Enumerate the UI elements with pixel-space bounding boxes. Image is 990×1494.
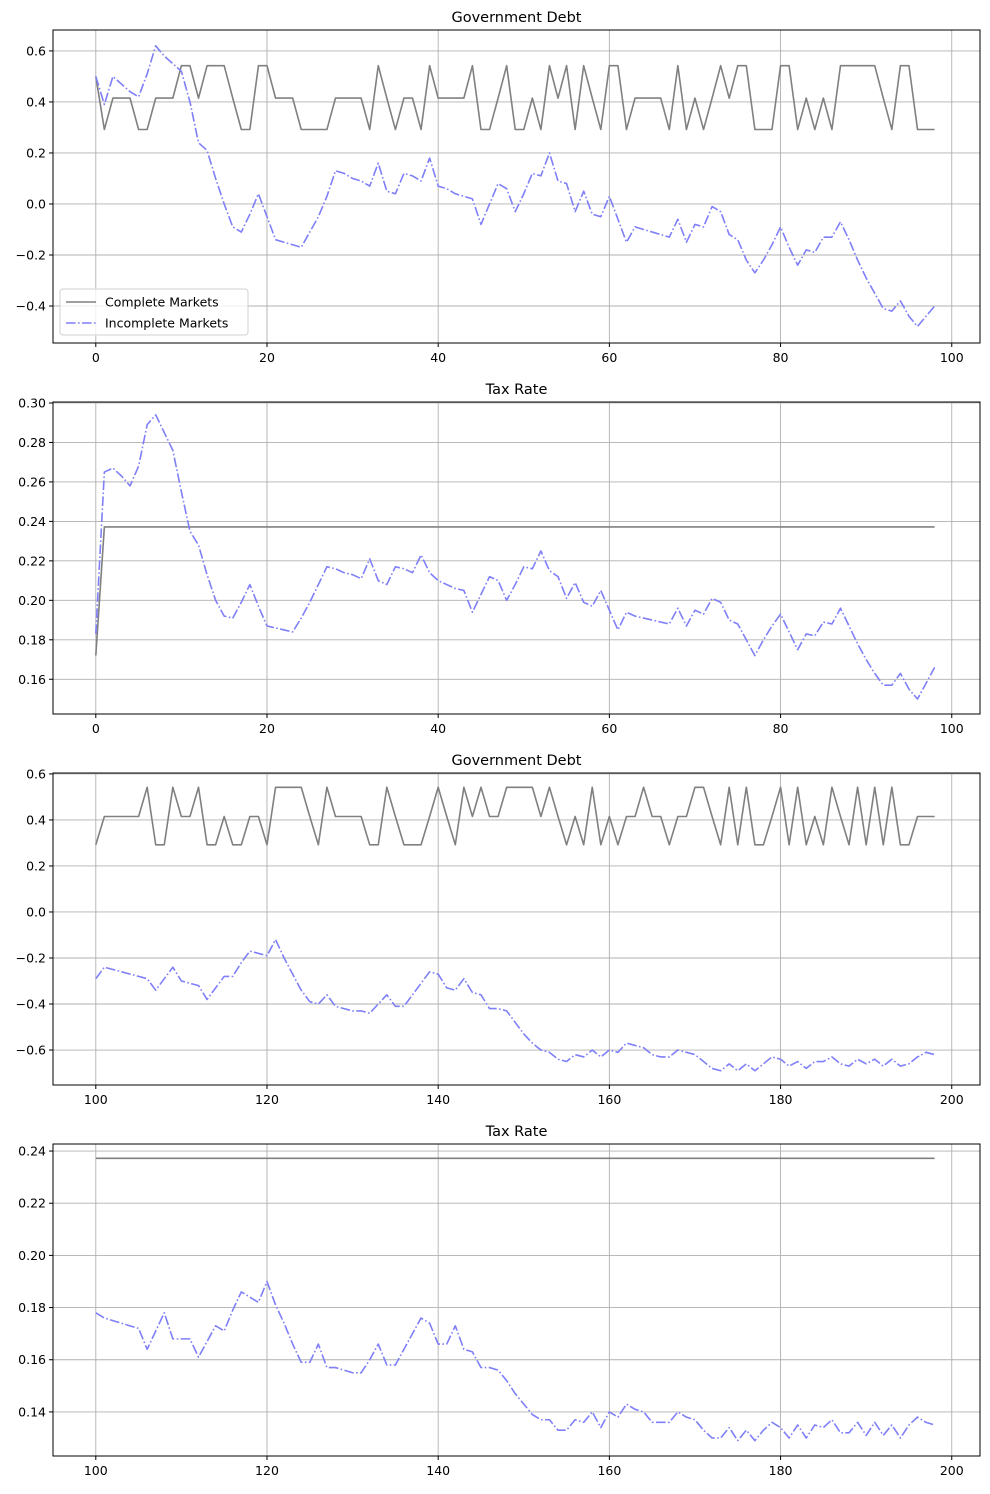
x-tick-label: 0 bbox=[92, 350, 100, 365]
legend-label: Complete Markets bbox=[105, 295, 219, 310]
x-tick-label: 160 bbox=[597, 1092, 621, 1107]
y-tick-label: 0.28 bbox=[18, 435, 46, 450]
x-tick-label: 100 bbox=[940, 350, 964, 365]
chart-title: Tax Rate bbox=[485, 1124, 548, 1140]
x-tick-label: 100 bbox=[84, 1092, 108, 1107]
grid bbox=[53, 1144, 980, 1456]
y-tick-label: 0.0 bbox=[26, 196, 46, 211]
x-tick-label: 180 bbox=[769, 1092, 793, 1107]
grid bbox=[53, 773, 980, 1085]
chart-panel-3: Tax Rate 100 120 140 160 180 200 0.14 0.16 0.18 0.… bbox=[18, 1124, 981, 1478]
complete-markets-line bbox=[95, 786, 935, 846]
x-tick-label: 60 bbox=[601, 350, 617, 365]
x-tick-label: 20 bbox=[259, 350, 275, 365]
y-tick-label: 0.2 bbox=[26, 145, 46, 160]
y-tick-label: 0.6 bbox=[26, 766, 46, 781]
incomplete-markets-line bbox=[95, 45, 936, 328]
complete-markets-line bbox=[95, 64, 935, 131]
y-tick-label: 0.30 bbox=[18, 395, 46, 410]
chart-panel-0: Government Debt 0 20 40 60 80 100 −0.4 −0.2 0.0 0.… bbox=[16, 10, 981, 365]
incomplete-markets-line bbox=[95, 1280, 935, 1442]
chart-title: Government Debt bbox=[451, 10, 581, 26]
y-tick-label: −0.2 bbox=[16, 247, 46, 262]
y-tick-label: 0.18 bbox=[18, 1300, 46, 1315]
x-tick-label: 200 bbox=[940, 1463, 964, 1478]
x-tick-label: 100 bbox=[84, 1463, 108, 1478]
chart-title: Tax Rate bbox=[485, 382, 548, 398]
axes-frame bbox=[52, 401, 981, 715]
y-tick-label: 0.24 bbox=[18, 514, 46, 529]
y-tick-label: 0.24 bbox=[18, 1144, 46, 1159]
y-tick-label: 0.26 bbox=[18, 474, 46, 489]
y-tick-label: 0.20 bbox=[18, 593, 46, 608]
x-tick-label: 180 bbox=[769, 1463, 793, 1478]
y-tick-label: −0.4 bbox=[16, 299, 46, 314]
x-tick-label: 200 bbox=[940, 1092, 964, 1107]
y-tick-label: 0.4 bbox=[26, 94, 46, 109]
y-tick-label: 0.4 bbox=[26, 812, 46, 827]
y-tick-label: 0.16 bbox=[18, 672, 46, 687]
x-tick-label: 20 bbox=[259, 721, 275, 736]
axes-frame bbox=[52, 1143, 981, 1457]
chart-panel-2: Government Debt 100 120 140 160 180 200 −0.6 −0.… bbox=[16, 753, 981, 1107]
y-tick-label: 0.0 bbox=[26, 904, 46, 919]
y-tick-label: 0.16 bbox=[18, 1352, 46, 1367]
y-tick-label: 0.14 bbox=[18, 1404, 46, 1419]
legend: Complete Markets Incomplete Markets bbox=[59, 288, 249, 336]
x-tick-label: 140 bbox=[426, 1092, 450, 1107]
x-tick-label: 80 bbox=[773, 350, 789, 365]
x-tick-label: 40 bbox=[430, 350, 446, 365]
y-tick-label: 0.20 bbox=[18, 1248, 46, 1263]
axes-frame bbox=[52, 772, 981, 1086]
y-tick-label: 0.22 bbox=[18, 553, 46, 568]
x-tick-label: 120 bbox=[255, 1092, 279, 1107]
chart-panel-1: Tax Rate 0 20 40 60 80 100 0.16 0.18 0.20 0.22 0.24… bbox=[18, 382, 981, 736]
y-tick-label: 0.2 bbox=[26, 858, 46, 873]
x-tick-label: 100 bbox=[940, 721, 964, 736]
y-tick-label: 0.22 bbox=[18, 1196, 46, 1211]
x-tick-label: 0 bbox=[92, 721, 100, 736]
y-tick-label: −0.2 bbox=[16, 950, 46, 965]
incomplete-markets-line bbox=[95, 938, 935, 1072]
chart-title: Government Debt bbox=[451, 753, 581, 769]
y-tick-label: 0.6 bbox=[26, 43, 46, 58]
x-tick-label: 80 bbox=[773, 721, 789, 736]
x-tick-label: 140 bbox=[426, 1463, 450, 1478]
grid bbox=[53, 402, 980, 714]
complete-markets-line bbox=[95, 526, 935, 656]
axes-frame bbox=[52, 29, 981, 344]
x-tick-label: 160 bbox=[597, 1463, 621, 1478]
y-tick-label: 0.18 bbox=[18, 632, 46, 647]
x-tick-label: 40 bbox=[430, 721, 446, 736]
legend-label: Incomplete Markets bbox=[105, 316, 228, 331]
x-tick-label: 120 bbox=[255, 1463, 279, 1478]
y-tick-label: −0.4 bbox=[16, 997, 46, 1012]
y-tick-label: −0.6 bbox=[16, 1043, 46, 1058]
x-tick-label: 60 bbox=[601, 721, 617, 736]
incomplete-markets-line bbox=[95, 414, 936, 700]
